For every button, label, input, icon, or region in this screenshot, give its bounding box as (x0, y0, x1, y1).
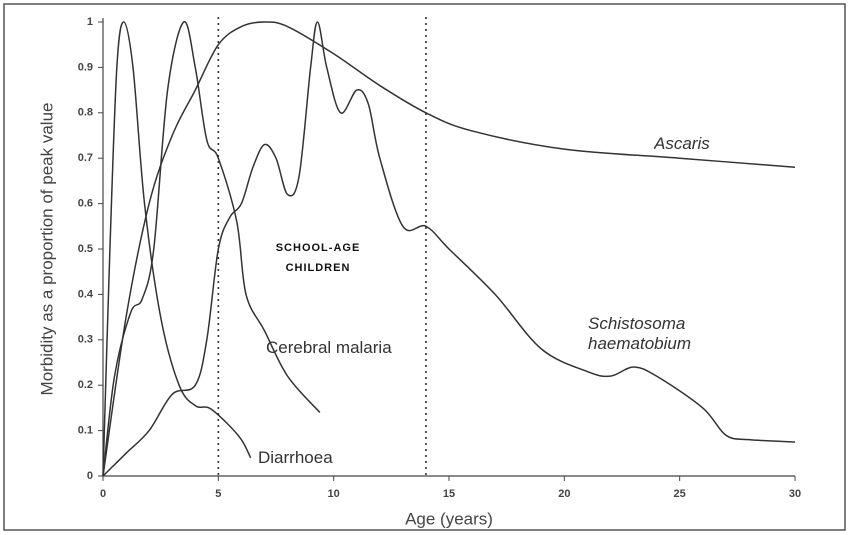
x-tick-label: 20 (558, 488, 570, 500)
series-label: Cerebral malaria (266, 338, 392, 357)
series-label-box: Ascaris (654, 134, 710, 153)
y-tick-label: 0.2 (78, 379, 93, 391)
y-tick-label: 0.5 (78, 243, 93, 255)
line-series (102, 21, 252, 477)
x-tick-label: 25 (674, 488, 686, 500)
y-tick-label: 0.3 (78, 334, 93, 346)
x-tick-label: 10 (328, 488, 340, 500)
annotation-box: SCHOOL-AGE CHILDREN (275, 242, 361, 274)
series-label-box: Schistosoma haematobium (588, 314, 692, 353)
x-tick-label: 30 (789, 488, 801, 500)
series-label-box: Cerebral malaria (266, 338, 392, 357)
y-tick-label: 0.4 (78, 288, 94, 300)
x-tick-label: 5 (215, 488, 221, 500)
x-axis-title: Age (years) (405, 509, 493, 528)
y-tick-label: 0.1 (78, 425, 93, 437)
y-tick-label: 0.9 (78, 61, 93, 73)
y-tick-label: 0.6 (78, 198, 93, 210)
line-series (102, 21, 321, 477)
y-tick-label: 0.7 (78, 152, 93, 164)
annotation: SCHOOL-AGE CHILDREN (275, 242, 361, 274)
series-label: Ascaris (654, 134, 710, 153)
y-tick-label: 1 (87, 16, 93, 28)
y-tick-label: 0 (87, 470, 93, 482)
line-series (102, 21, 796, 477)
series-label-box: Diarrhoea (258, 448, 333, 467)
y-axis-title: Morbidity as a proportion of peak value (37, 103, 56, 396)
line-series (102, 21, 796, 477)
frame (3, 3, 846, 531)
y-tick-label: 0.8 (78, 107, 93, 119)
series-label: Diarrhoea (258, 448, 333, 467)
x-tick-label: 15 (443, 488, 455, 500)
series-label: Schistosoma haematobium (588, 314, 692, 353)
x-tick-label: 0 (100, 488, 106, 500)
